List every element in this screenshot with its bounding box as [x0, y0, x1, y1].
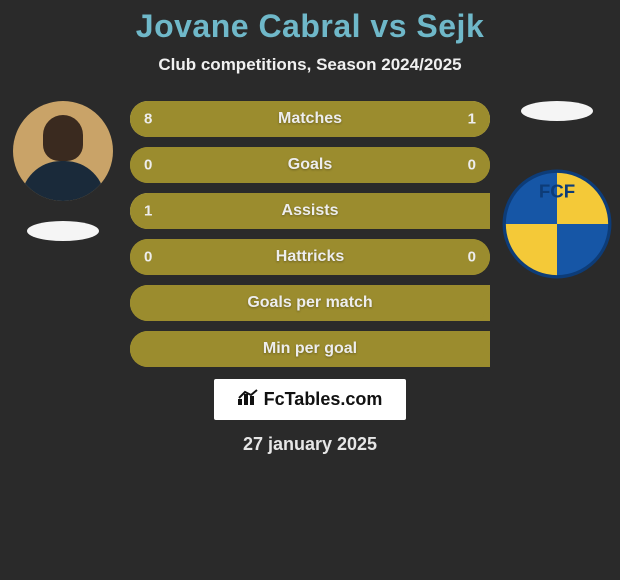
- stat-value-right: 1: [468, 111, 476, 128]
- fctables-logo[interactable]: FcTables.com: [214, 379, 407, 420]
- stat-label: Min per goal: [263, 340, 357, 358]
- player-left-flag: [27, 221, 99, 241]
- footer-logo: FcTables.com: [0, 379, 620, 420]
- page-title: Jovane Cabral vs Sejk: [0, 8, 620, 45]
- stat-fill-right: [425, 101, 490, 137]
- stat-bar: 0 0 Goals: [130, 147, 490, 183]
- comparison-card: Jovane Cabral vs Sejk Club competitions,…: [0, 0, 620, 455]
- stat-bar: Min per goal: [130, 331, 490, 367]
- stat-value-left: 8: [144, 111, 152, 128]
- stat-label: Assists: [282, 202, 339, 220]
- svg-text:FCF: FCF: [539, 181, 575, 202]
- club-badge-icon: FCF: [502, 169, 612, 279]
- stat-bar: 0 0 Hattricks: [130, 239, 490, 275]
- content-row: 8 1 Matches 0 0 Goals 1 Assists 0 0 Hattricks Goals…: [0, 101, 620, 367]
- stat-label: Hattricks: [276, 248, 344, 266]
- date: 27 january 2025: [0, 434, 620, 455]
- stat-value-right: 0: [468, 249, 476, 266]
- stat-value-right: 0: [468, 157, 476, 174]
- chart-icon: [238, 389, 258, 410]
- player-left-avatar: [13, 101, 113, 201]
- stat-value-left: 0: [144, 249, 152, 266]
- stat-value-left: 1: [144, 203, 152, 220]
- footer-logo-text: FcTables.com: [264, 389, 383, 410]
- player-right-flag: [521, 101, 593, 121]
- player-right-club-badge: FCF: [502, 169, 612, 284]
- stat-bar: Goals per match: [130, 285, 490, 321]
- player-left-column: [8, 101, 118, 241]
- stat-label: Goals per match: [247, 294, 372, 312]
- player-right-column: FCF: [502, 101, 612, 284]
- subtitle: Club competitions, Season 2024/2025: [0, 55, 620, 75]
- stat-bar: 8 1 Matches: [130, 101, 490, 137]
- stat-label: Goals: [288, 156, 332, 174]
- stat-label: Matches: [278, 110, 342, 128]
- stat-value-left: 0: [144, 157, 152, 174]
- stat-bar: 1 Assists: [130, 193, 490, 229]
- stat-bars: 8 1 Matches 0 0 Goals 1 Assists 0 0 Hattricks Goals…: [130, 101, 490, 367]
